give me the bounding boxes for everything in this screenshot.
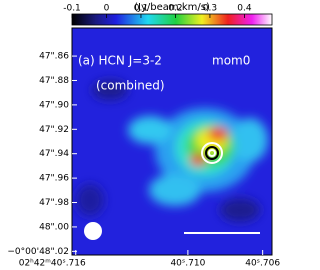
y-tick-label: −0°00'48".02 bbox=[7, 247, 69, 257]
y-tick-label: 47".92 bbox=[39, 125, 69, 135]
y-tick-label: 48".00 bbox=[39, 222, 69, 232]
colorbar-tick-label: 0.1 bbox=[134, 4, 148, 14]
colorbar-label: (Jy/beam.km/s) bbox=[134, 2, 210, 13]
y-tick-label: 47".94 bbox=[39, 149, 69, 159]
y-tick-label: 47".88 bbox=[39, 76, 69, 86]
colorbar-tick-label: 0.2 bbox=[168, 4, 182, 14]
y-tick-label: 47".98 bbox=[39, 198, 69, 208]
colorbar-tick-label: 0 bbox=[104, 4, 110, 14]
map-type: mom0 bbox=[212, 54, 250, 68]
figure: (Jy/beam.km/s) (a) HCN J=3-2 mom0 (combi… bbox=[7, 2, 280, 269]
y-tick-label: 47".96 bbox=[39, 174, 69, 184]
x-tick-label: 02ʰ42ᵐ40ˢ.716 bbox=[19, 259, 86, 269]
note: (combined) bbox=[96, 79, 165, 93]
colorbar-tick-label: -0.1 bbox=[63, 4, 81, 14]
y-tick-label: 47".90 bbox=[39, 100, 69, 110]
line-label: (a) HCN J=3-2 bbox=[78, 54, 162, 68]
colorbar bbox=[71, 13, 273, 26]
y-tick-label: 47".86 bbox=[39, 52, 69, 62]
colorbar-tick-label: 0.4 bbox=[237, 4, 252, 14]
colorbar-tick-label: 0.3 bbox=[203, 4, 217, 14]
x-tick-label: 40ˢ.706 bbox=[245, 259, 280, 269]
map bbox=[72, 28, 272, 255]
x-tick-label: 40ˢ.710 bbox=[170, 259, 205, 269]
map-frame bbox=[71, 27, 273, 256]
